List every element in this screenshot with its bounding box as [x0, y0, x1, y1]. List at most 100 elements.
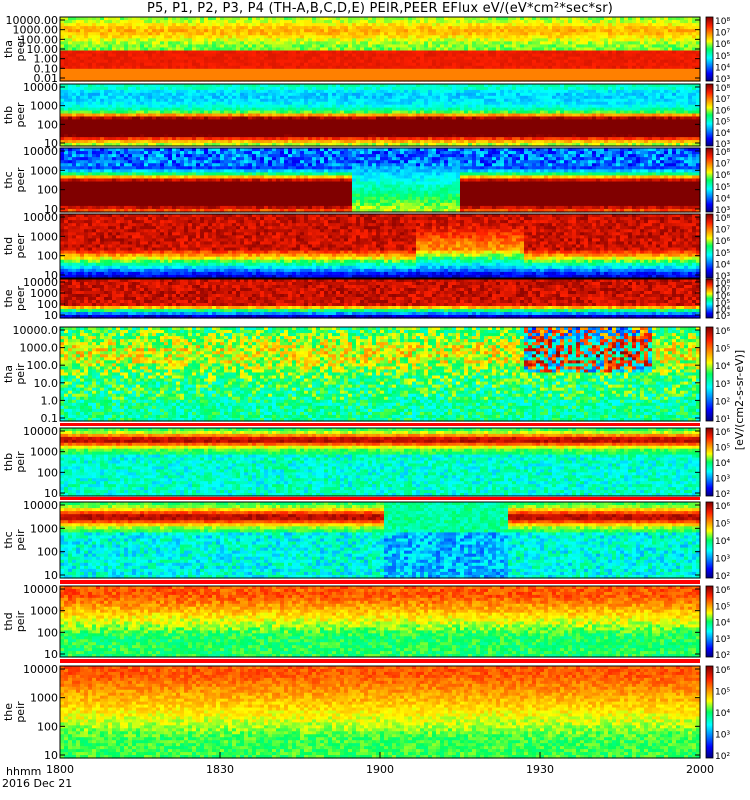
spectrogram-cell: [260, 65, 265, 70]
spectrogram-cell: [332, 47, 337, 52]
spectrogram-cell: [232, 53, 237, 58]
spectrogram-cell: [252, 29, 257, 33]
spectrogram-cell: [240, 53, 245, 58]
spectrogram-cell: [280, 71, 285, 76]
spectrogram-cell: [208, 38, 213, 42]
spectrogram-cell: [120, 26, 125, 30]
spectrogram-cell: [464, 26, 469, 30]
spectrogram-cell: [516, 29, 521, 33]
spectrogram-cell: [516, 68, 521, 73]
spectrogram-cell: [372, 23, 377, 27]
spectrogram-cell: [444, 47, 449, 52]
spectrogram-cell: [220, 23, 225, 27]
spectrogram-cell: [232, 35, 237, 39]
spectrogram-cell: [420, 17, 425, 21]
spectrogram-cell: [352, 29, 357, 33]
spectrogram-cell: [512, 41, 517, 46]
spectrogram-cell: [196, 23, 201, 27]
spectrogram-cell: [360, 44, 365, 49]
spectrogram-cell: [220, 29, 225, 33]
spectrogram-cell: [324, 41, 329, 46]
spectrogram-cell: [524, 26, 529, 30]
spectrogram-cell: [192, 38, 197, 42]
spectrogram-cell: [192, 41, 197, 46]
spectrogram-cell: [124, 53, 129, 58]
spectrogram-cell: [164, 71, 169, 76]
spectrogram-cell: [408, 23, 413, 27]
spectrogram-cell: [400, 44, 405, 49]
spectrogram-cell: [96, 71, 101, 76]
spectrogram-cell: [112, 26, 117, 30]
spectrogram-cell: [124, 20, 129, 24]
spectrogram-cell: [344, 65, 349, 70]
spectrogram-cell: [368, 35, 373, 39]
spectrogram-cell: [268, 17, 273, 21]
spectrogram-cell: [268, 29, 273, 33]
spectrogram-cell: [72, 77, 77, 82]
spectrogram-cell: [408, 59, 413, 64]
spectrogram-cell: [72, 41, 77, 46]
spectrogram-cell: [200, 41, 205, 46]
spectrogram-cell: [448, 26, 453, 30]
spectrogram-cell: [240, 50, 245, 55]
spectrogram-cell: [316, 68, 321, 73]
spectrogram-cell: [512, 32, 517, 36]
spectrogram-cell: [392, 56, 397, 61]
spectrogram-cell: [148, 38, 153, 42]
spectrogram-cell: [420, 53, 425, 58]
spectrogram-cell: [320, 47, 325, 52]
spectrogram-cell: [372, 17, 377, 21]
spectrogram-cell: [100, 41, 105, 46]
spectrogram-cell: [256, 32, 261, 36]
spectrogram-cell: [60, 17, 65, 21]
spectrogram-cell: [288, 47, 293, 52]
spectrogram-cell: [264, 29, 269, 33]
spectrogram-cell: [240, 62, 245, 67]
spectrogram-cell: [332, 50, 337, 55]
spectrogram-cell: [144, 62, 149, 67]
spectrogram-cell: [352, 41, 357, 46]
spectrogram-cell: [500, 68, 505, 73]
spectrogram-cell: [148, 44, 153, 49]
spectrogram-cell: [84, 50, 89, 55]
spectrogram-cell: [160, 32, 165, 36]
spectrogram-cell: [480, 23, 485, 27]
spectrogram-cell: [436, 23, 441, 27]
spectrogram-cell: [80, 62, 85, 67]
spectrogram-cell: [164, 26, 169, 30]
spectrogram-cell: [192, 44, 197, 49]
spectrogram-cell: [68, 41, 73, 46]
spectrogram-cell: [524, 50, 529, 55]
spectrogram-cell: [460, 59, 465, 64]
spectrogram-cell: [368, 59, 373, 64]
spectrogram-cell: [188, 77, 193, 82]
spectrogram-cell: [84, 35, 89, 39]
spectrogram-cell: [356, 53, 361, 58]
spectrogram-cell: [164, 38, 169, 42]
spectrogram-cell: [188, 41, 193, 46]
spectrogram-cell: [368, 56, 373, 61]
spectrogram-cell: [156, 41, 161, 46]
spectrogram-cell: [364, 44, 369, 49]
spectrogram-cell: [344, 74, 349, 79]
spectrogram-cell: [292, 56, 297, 61]
spectrogram-cell: [200, 74, 205, 79]
spectrogram-cell: [156, 77, 161, 82]
spectrogram-cell: [120, 77, 125, 82]
spectrogram-cell: [368, 20, 373, 24]
spectrogram-cell: [188, 20, 193, 24]
separator-bar: [60, 659, 700, 663]
spectrogram-cell: [396, 74, 401, 79]
spectrogram-cell: [148, 62, 153, 67]
spectrogram-cell: [176, 50, 181, 55]
spectrogram-cell: [156, 68, 161, 73]
spectrogram-cell: [80, 77, 85, 82]
spectrogram-cell: [256, 17, 261, 21]
spectrogram-cell: [416, 74, 421, 79]
spectrogram-cell: [504, 26, 509, 30]
spectrogram-cell: [484, 65, 489, 70]
spectrogram-cell: [88, 26, 93, 30]
spectrogram-cell: [172, 20, 177, 24]
spectrogram-cell: [104, 65, 109, 70]
spectrogram-cell: [424, 29, 429, 33]
